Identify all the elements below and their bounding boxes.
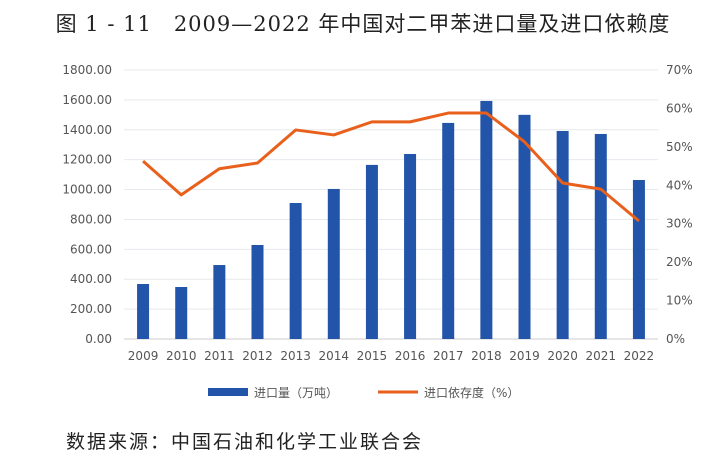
y2-tick-label: 20% — [666, 255, 693, 269]
x-tick-label: 2017 — [433, 349, 464, 363]
y-tick-label: 800.00 — [70, 212, 112, 226]
x-tick-label: 2011 — [204, 349, 235, 363]
x-tick-label: 2016 — [395, 349, 426, 363]
x-tick-label: 2022 — [624, 349, 655, 363]
bar — [137, 284, 150, 339]
bar — [213, 265, 226, 339]
source-note: 数据来源：中国石油和化学工业联合会 — [66, 431, 424, 453]
legend-label-bar: 进口量（万吨） — [254, 386, 338, 400]
y-tick-label: 1000.00 — [62, 183, 112, 197]
bar — [251, 244, 264, 339]
legend-label-line: 进口依存度（%） — [424, 385, 519, 400]
bar — [556, 130, 569, 339]
bar — [404, 153, 417, 339]
y-tick-label: 600.00 — [70, 242, 112, 256]
y-tick-label: 400.00 — [70, 272, 112, 286]
x-tick-label: 2013 — [280, 349, 311, 363]
y2-tick-label: 60% — [666, 101, 693, 115]
y2-tick-label: 40% — [666, 178, 693, 192]
bar — [289, 203, 302, 339]
x-tick-label: 2018 — [471, 349, 502, 363]
y2-tick-label: 50% — [666, 140, 693, 154]
x-tick-label: 2009 — [128, 349, 159, 363]
y2-tick-label: 70% — [666, 63, 693, 77]
bar — [327, 188, 340, 339]
x-tick-label: 2014 — [319, 349, 350, 363]
chart-title: 图 1 - 11 2009—2022 年中国对二甲苯进口量及进口依赖度 — [55, 12, 671, 36]
legend-swatch-bar — [208, 388, 248, 396]
bar — [632, 179, 645, 339]
y-tick-label: 1400.00 — [62, 123, 112, 137]
chart-plot: 0.00 200.00 400.00 600.00 800.00 1000.00 1200.… — [62, 63, 693, 400]
bar — [480, 100, 493, 339]
bar — [442, 122, 455, 339]
x-tick-label: 2010 — [166, 349, 197, 363]
x-tick-label: 2015 — [357, 349, 388, 363]
x-tick-label: 2012 — [242, 349, 273, 363]
y2-tick-label: 0% — [666, 332, 685, 346]
y-tick-label: 1600.00 — [62, 93, 112, 107]
y2-tick-label: 30% — [666, 217, 693, 231]
x-tick-label: 2019 — [509, 349, 540, 363]
line-series — [142, 111, 640, 223]
x-tick-label: 2020 — [547, 349, 578, 363]
y-tick-label: 1800.00 — [62, 63, 112, 77]
bar — [175, 286, 188, 339]
y-tick-label: 200.00 — [70, 302, 112, 316]
y2-tick-label: 10% — [666, 294, 693, 308]
y-tick-label: 0.00 — [85, 332, 112, 346]
x-tick-label: 2021 — [586, 349, 617, 363]
bar — [518, 114, 531, 339]
bar — [365, 164, 378, 339]
bar — [594, 133, 607, 339]
y-tick-label: 1200.00 — [62, 153, 112, 167]
